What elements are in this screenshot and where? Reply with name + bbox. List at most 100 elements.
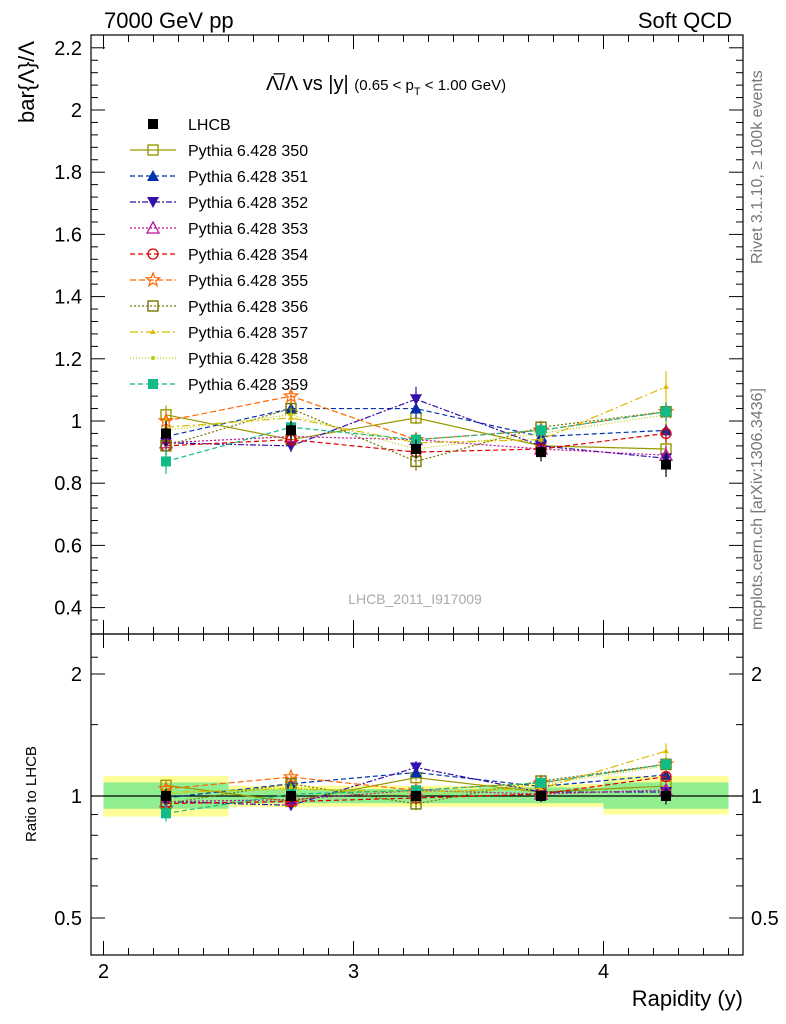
data-series-ratio <box>161 787 671 805</box>
plot-title-main: Λ̅/Λ vs |y| <box>266 72 349 95</box>
x-tick-label: 4 <box>598 961 609 983</box>
legend-label: LHCB <box>188 117 231 134</box>
ratio-tick-label-right: 2 <box>751 664 762 686</box>
legend-label: Pythia 6.428 355 <box>188 273 308 290</box>
plot-title-cut: (0.65 < p <box>354 77 414 94</box>
ratio-tick-label-right: 1 <box>751 786 762 808</box>
data-point <box>147 300 159 312</box>
series-line <box>165 398 667 459</box>
legend-entry: Pythia 6.428 355 <box>130 271 308 290</box>
data-point <box>536 425 546 436</box>
legend-entry: Pythia 6.428 358 <box>130 351 308 368</box>
y-tick-label: 1.2 <box>54 349 82 371</box>
data-point <box>148 379 158 389</box>
data-point <box>147 170 159 181</box>
legend-label: Pythia 6.428 357 <box>188 325 308 342</box>
y-tick-label: 2 <box>71 100 82 122</box>
header-left-label: 7000 GeV pp <box>104 8 234 33</box>
legend-entry: Pythia 6.428 356 <box>130 299 308 316</box>
ratio-frame <box>90 633 744 956</box>
plot-title: Λ̅/Λ vs |y| (0.65 < pT < 1.00 GeV) <box>266 72 506 98</box>
x-tick-label: 2 <box>98 961 109 983</box>
y-tick-label: 0.8 <box>54 473 82 495</box>
legend-entry: Pythia 6.428 352 <box>130 195 308 212</box>
y-tick-label: 2.2 <box>54 38 82 60</box>
data-point <box>661 791 671 801</box>
data-point <box>145 220 161 234</box>
legend-label: Pythia 6.428 358 <box>188 351 308 368</box>
data-point <box>663 748 669 754</box>
legend: LHCB Pythia 6.428 350 Pythia 6.428 351 Pyth… <box>130 117 308 394</box>
mcplots-label: mcplots.cern.ch [arXiv:1306.3436] <box>749 388 766 630</box>
data-point <box>151 356 155 360</box>
data-point <box>286 425 296 436</box>
ratio-tick-label: 2 <box>71 664 82 686</box>
data-point <box>661 459 671 470</box>
data-point <box>661 406 671 417</box>
ratio-tick-label: 1 <box>71 786 82 808</box>
data-point <box>536 791 546 801</box>
data-point <box>663 383 669 389</box>
legend-entry: Pythia 6.428 357 <box>130 325 308 342</box>
data-point <box>660 427 672 440</box>
legend-label: Pythia 6.428 350 <box>188 143 308 160</box>
legend-label: Pythia 6.428 352 <box>188 195 308 212</box>
ratio-tick-label: 0.5 <box>54 908 82 930</box>
ratio-axis-title: Ratio to LHCB <box>23 746 40 842</box>
data-point <box>161 791 171 801</box>
legend-label: Pythia 6.428 356 <box>188 299 308 316</box>
legend-label: Pythia 6.428 354 <box>188 247 308 264</box>
data-point <box>161 808 171 819</box>
data-point <box>289 785 293 790</box>
series-ratio-line <box>165 750 667 793</box>
series-line <box>165 435 667 456</box>
data-point <box>161 456 171 467</box>
legend-entry: LHCB <box>148 117 231 134</box>
data-point <box>289 412 293 417</box>
ratio-plot-area: 2 3 4 0.5 0.5 1 1 2 2 <box>54 35 779 983</box>
data-point <box>286 791 296 801</box>
data-point <box>144 271 162 288</box>
legend-label: Pythia 6.428 351 <box>188 169 308 186</box>
y-tick-label: 0.6 <box>54 535 82 557</box>
data-point <box>147 197 159 208</box>
data-point <box>660 770 672 783</box>
legend-entry: Pythia 6.428 359 <box>130 377 308 394</box>
y-tick-label: 1.4 <box>54 287 82 309</box>
data-point <box>411 443 421 454</box>
data-point <box>285 800 297 812</box>
data-point <box>147 248 159 260</box>
legend-entry: Pythia 6.428 350 <box>130 143 308 160</box>
y-tick-label: 1.6 <box>54 224 82 246</box>
series-ratio-line <box>165 789 667 803</box>
data-point <box>282 768 300 785</box>
plot-title-cut-sub: T <box>414 86 421 98</box>
x-tick-label: 3 <box>348 961 359 983</box>
analysis-watermark: LHCB_2011_I917009 <box>348 591 482 607</box>
main-plot-area: 0.4 0.6 0.8 1 1.2 1.4 1.6 1.8 2 2.2 <box>54 34 744 635</box>
data-point <box>282 387 300 404</box>
data-point <box>536 447 546 458</box>
data-point <box>161 428 171 439</box>
data-point <box>411 791 421 801</box>
legend-entry: Pythia 6.428 351 <box>130 169 308 186</box>
data-point <box>410 762 422 774</box>
rivet-label: Rivet 3.1.10, ≥ 100k events <box>749 70 766 264</box>
header-right-label: Soft QCD <box>638 8 732 33</box>
y-tick-label: 1.8 <box>54 162 82 184</box>
y-tick-label: 1 <box>71 411 82 433</box>
legend-label: Pythia 6.428 359 <box>188 377 308 394</box>
ratio-tick-label-right: 0.5 <box>751 908 779 930</box>
legend-entry: Pythia 6.428 354 <box>130 247 308 264</box>
series-line <box>165 395 667 441</box>
data-series <box>161 421 671 477</box>
legend-label: Pythia 6.428 353 <box>188 221 308 238</box>
legend-entry: Pythia 6.428 353 <box>130 220 308 238</box>
y-tick-label: 0.4 <box>54 598 82 620</box>
data-point <box>410 394 422 406</box>
data-point <box>150 329 156 334</box>
plot-title-cut-end: < 1.00 GeV) <box>421 77 506 94</box>
data-point <box>536 777 546 788</box>
data-point <box>661 759 671 770</box>
